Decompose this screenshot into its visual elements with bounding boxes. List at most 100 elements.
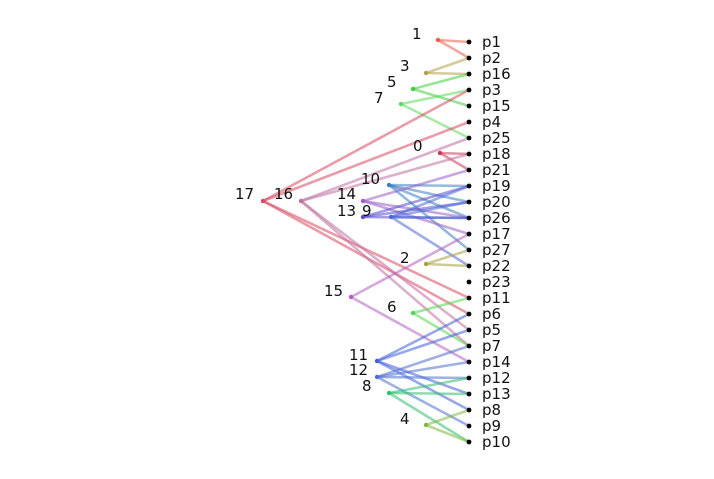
edge-16-p7 [299,199,471,348]
edge-4-p10 [424,423,471,444]
leaf-label-p5: p5 [482,321,501,339]
cluster-node-3 [423,70,429,76]
leaf-label-p25: p25 [482,129,511,147]
edge-10-p20 [387,183,471,204]
cluster-label-8: 8 [362,377,372,395]
edge-12-p9 [375,375,471,428]
edge-16-p5 [299,199,471,332]
leaf-label-p21: p21 [482,161,511,179]
leaf-label-p20: p20 [482,193,511,211]
cluster-label-4: 4 [400,410,410,428]
edge-3-p16 [424,71,471,76]
leaf-dot-p23 [466,279,472,285]
leaf-label-p9: p9 [482,417,501,435]
leaf-label-p22: p22 [482,257,511,275]
edge-9-p20 [389,200,471,219]
leaf-label-p17: p17 [482,225,511,243]
leaf-dot-p18 [466,151,472,157]
leaf-dot-p3 [466,87,472,93]
cluster-label-6: 6 [387,298,397,316]
cluster-node-15 [348,294,354,300]
leaf-dot-p6 [466,311,472,317]
edge-15-p14 [349,295,471,364]
cluster-node-12 [374,374,380,380]
leaf-dot-p27 [466,247,472,253]
cluster-label-13: 13 [337,202,356,220]
edge-11-p6 [375,312,471,363]
leaf-dot-p13 [466,391,472,397]
leaf-dot-p15 [466,103,472,109]
cluster-node-17 [260,198,266,204]
edge-1-p1 [436,38,471,44]
leaf-label-p27: p27 [482,241,511,259]
edge-16-p18 [299,152,471,203]
leaf-label-p2: p2 [482,49,501,67]
cluster-node-13 [360,214,366,220]
leaf-dot-p19 [466,183,472,189]
leaf-label-p26: p26 [482,209,511,227]
cluster-node-5 [410,86,416,92]
leaf-dot-p10 [466,439,472,445]
cluster-label-2: 2 [400,249,410,267]
edge-5-p15 [411,87,471,108]
cluster-node-0 [437,150,443,156]
cluster-node-1 [435,37,441,43]
cluster-label-15: 15 [324,282,343,300]
leaf-label-p16: p16 [482,65,511,83]
edge-12-p7 [375,344,471,379]
leaf-dot-p8 [466,407,472,413]
edge-2-p27 [424,248,471,266]
leaf-dot-p11 [466,295,472,301]
cluster-label-1: 1 [412,25,422,43]
cluster-label-5: 5 [387,73,397,91]
edge-3-p2 [424,56,471,75]
edge-7-p3 [399,88,471,106]
leaf-label-p18: p18 [482,145,511,163]
leaf-label-p12: p12 [482,369,511,387]
leaf-label-p6: p6 [482,305,501,323]
leaf-label-p3: p3 [482,81,501,99]
cluster-label-11: 11 [349,346,368,364]
leaf-dot-p16 [466,71,472,77]
cluster-label-12: 12 [349,361,368,379]
leaf-label-p13: p13 [482,385,511,403]
edge-8-p12 [387,376,471,395]
edge-layer [261,38,471,444]
leaf-dot-p20 [466,199,472,205]
leaf-layer: p1p2p16p3p15p4p25p18p21p19p20p26p17p27p2… [466,33,511,451]
edge-10-p19 [387,183,471,188]
edge-9-p22 [389,215,471,268]
leaf-label-p15: p15 [482,97,511,115]
cluster-node-6 [410,310,416,316]
cluster-node-7 [398,101,404,107]
leaf-dot-p26 [466,215,472,221]
edge-5-p16 [411,72,471,91]
cluster-node-14 [360,198,366,204]
edge-16-p25 [299,136,471,203]
leaf-dot-p2 [466,55,472,61]
edge-12-p14 [375,360,471,379]
cluster-label-16: 16 [274,185,293,203]
cluster-node-9 [388,214,394,220]
cluster-label-17: 17 [235,185,254,203]
edge-12-p12 [375,375,471,380]
leaf-dot-p12 [466,375,472,381]
edge-0-p18 [438,151,471,156]
cluster-label-10: 10 [361,170,380,188]
cluster-node-4 [423,422,429,428]
edge-9-p19 [389,184,471,219]
edge-14-p21 [361,168,471,203]
leaf-label-p8: p8 [482,401,501,419]
leaf-dot-p14 [466,359,472,365]
cluster-label-0: 0 [413,137,423,155]
leaf-label-p7: p7 [482,337,501,355]
edge-17-p4 [261,120,471,203]
leaf-dot-p7 [466,343,472,349]
leaf-dot-p21 [466,167,472,173]
leaf-label-p19: p19 [482,177,511,195]
leaf-dot-p17 [466,231,472,237]
edge-9-p26 [389,215,471,220]
leaf-dot-p4 [466,119,472,125]
